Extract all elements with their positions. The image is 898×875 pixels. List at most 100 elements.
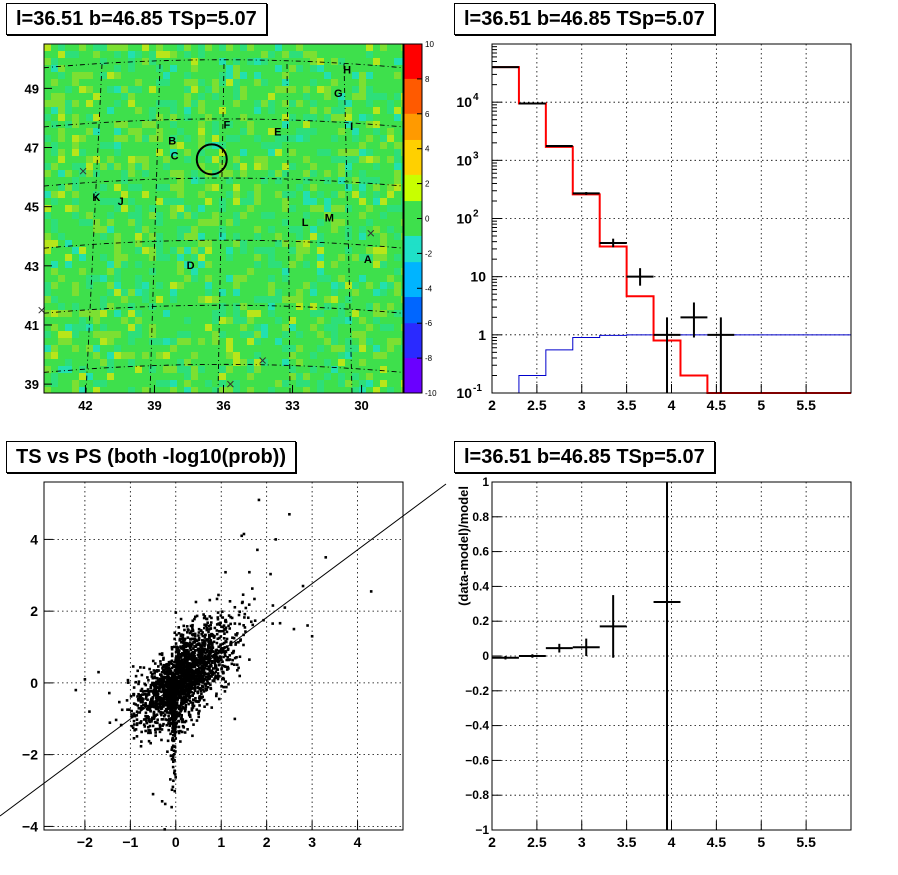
heatmap-cell bbox=[331, 79, 338, 86]
heatmap-cell bbox=[177, 324, 184, 331]
scatter-point bbox=[158, 727, 162, 730]
heatmap-cell bbox=[114, 191, 121, 198]
heatmap-cell bbox=[268, 156, 275, 163]
scatter-point bbox=[205, 655, 209, 659]
heatmap-cell bbox=[79, 373, 86, 380]
grid-latitude-line bbox=[43, 118, 404, 128]
colorbar-segment bbox=[404, 148, 422, 158]
heatmap-cell bbox=[289, 275, 296, 282]
heatmap-cell bbox=[135, 44, 142, 51]
heatmap-cell bbox=[86, 93, 93, 100]
heatmap-cell bbox=[240, 100, 247, 107]
heatmap-cell bbox=[79, 114, 86, 121]
heatmap-cell bbox=[44, 275, 51, 282]
scatter-point bbox=[208, 653, 212, 656]
heatmap-cell bbox=[191, 261, 198, 268]
heatmap-cell bbox=[282, 212, 289, 219]
heatmap-cell bbox=[254, 177, 261, 184]
scatter-point bbox=[160, 674, 163, 678]
heatmap-cell bbox=[205, 268, 212, 275]
scatter-point bbox=[184, 703, 188, 707]
heatmap-cell bbox=[149, 170, 156, 177]
scatter-point bbox=[207, 646, 210, 650]
scatter-point bbox=[183, 670, 186, 673]
heatmap-cell bbox=[51, 72, 58, 79]
heatmap-cell bbox=[58, 149, 65, 156]
heatmap-cell bbox=[310, 86, 317, 93]
scatter-point bbox=[139, 694, 143, 698]
heatmap-cell bbox=[310, 142, 317, 149]
heatmap-cell bbox=[394, 359, 401, 366]
heatmap-cell bbox=[289, 142, 296, 149]
scatter-point bbox=[168, 706, 171, 710]
heatmap-cell bbox=[268, 205, 275, 212]
heatmap-cell bbox=[226, 135, 233, 142]
scatter-point bbox=[204, 624, 208, 628]
scatter-point bbox=[162, 687, 165, 690]
heatmap-cell bbox=[296, 247, 303, 254]
scatter-point bbox=[220, 685, 223, 688]
heatmap-cell bbox=[51, 345, 58, 352]
heatmap-cell bbox=[282, 44, 289, 51]
heatmap-cell bbox=[205, 156, 212, 163]
heatmap-cell bbox=[240, 387, 247, 393]
scatter-point bbox=[170, 805, 173, 809]
heatmap-cell bbox=[268, 331, 275, 338]
heatmap-cell bbox=[135, 296, 142, 303]
heatmap-cell bbox=[44, 261, 51, 268]
heatmap-cell bbox=[331, 93, 338, 100]
heatmap-cell bbox=[338, 380, 345, 387]
heatmap-cell bbox=[79, 345, 86, 352]
heatmap-cell bbox=[338, 226, 345, 233]
heatmap-cell bbox=[317, 58, 324, 65]
heatmap-cell bbox=[296, 282, 303, 289]
heatmap-cell bbox=[289, 177, 296, 184]
heatmap-cell bbox=[226, 366, 233, 373]
scatter-point bbox=[183, 663, 186, 667]
scatter-point bbox=[164, 675, 167, 679]
heatmap-cell bbox=[254, 373, 261, 380]
heatmap-cell bbox=[72, 268, 79, 275]
heatmap-cell bbox=[156, 247, 163, 254]
heatmap-cell bbox=[114, 247, 121, 254]
scatter-point bbox=[190, 678, 193, 681]
heatmap-cell bbox=[156, 352, 163, 359]
heatmap-cell bbox=[233, 387, 240, 393]
scatter-point bbox=[195, 708, 199, 711]
heatmap-cell bbox=[121, 366, 128, 373]
scatter-point bbox=[176, 655, 179, 659]
heatmap-cell bbox=[51, 142, 58, 149]
heatmap-cell bbox=[366, 79, 373, 86]
scatter-point bbox=[168, 690, 171, 694]
heatmap-cell bbox=[219, 352, 226, 359]
heatmap-cell bbox=[275, 303, 282, 310]
scatter-point bbox=[220, 647, 224, 650]
heatmap-cell bbox=[275, 191, 282, 198]
heatmap-cell bbox=[359, 170, 366, 177]
heatmap-cell bbox=[142, 240, 149, 247]
heatmap-cell bbox=[212, 331, 219, 338]
heatmap-cell bbox=[324, 219, 331, 226]
heatmap-cell bbox=[170, 345, 177, 352]
heatmap-cell bbox=[401, 303, 403, 310]
heatmap-cell bbox=[114, 380, 121, 387]
heatmap-cell bbox=[177, 156, 184, 163]
heatmap-cell bbox=[170, 51, 177, 58]
colorbar-segment bbox=[404, 87, 422, 97]
heatmap-cell bbox=[163, 261, 170, 268]
heatmap-cell bbox=[338, 198, 345, 205]
heatmap-cell bbox=[205, 72, 212, 79]
heatmap-cell bbox=[247, 79, 254, 86]
heatmap-cell bbox=[345, 359, 352, 366]
heatmap-cell bbox=[275, 324, 282, 331]
heatmap-cell bbox=[93, 359, 100, 366]
scatter-point bbox=[149, 686, 152, 689]
heatmap-cell bbox=[191, 247, 198, 254]
heatmap-cell bbox=[100, 310, 107, 317]
heatmap-cell bbox=[44, 149, 51, 156]
scatter-point bbox=[172, 697, 176, 701]
scatter-point bbox=[174, 680, 178, 683]
heatmap-cell bbox=[394, 352, 401, 359]
heatmap-cell bbox=[79, 254, 86, 261]
